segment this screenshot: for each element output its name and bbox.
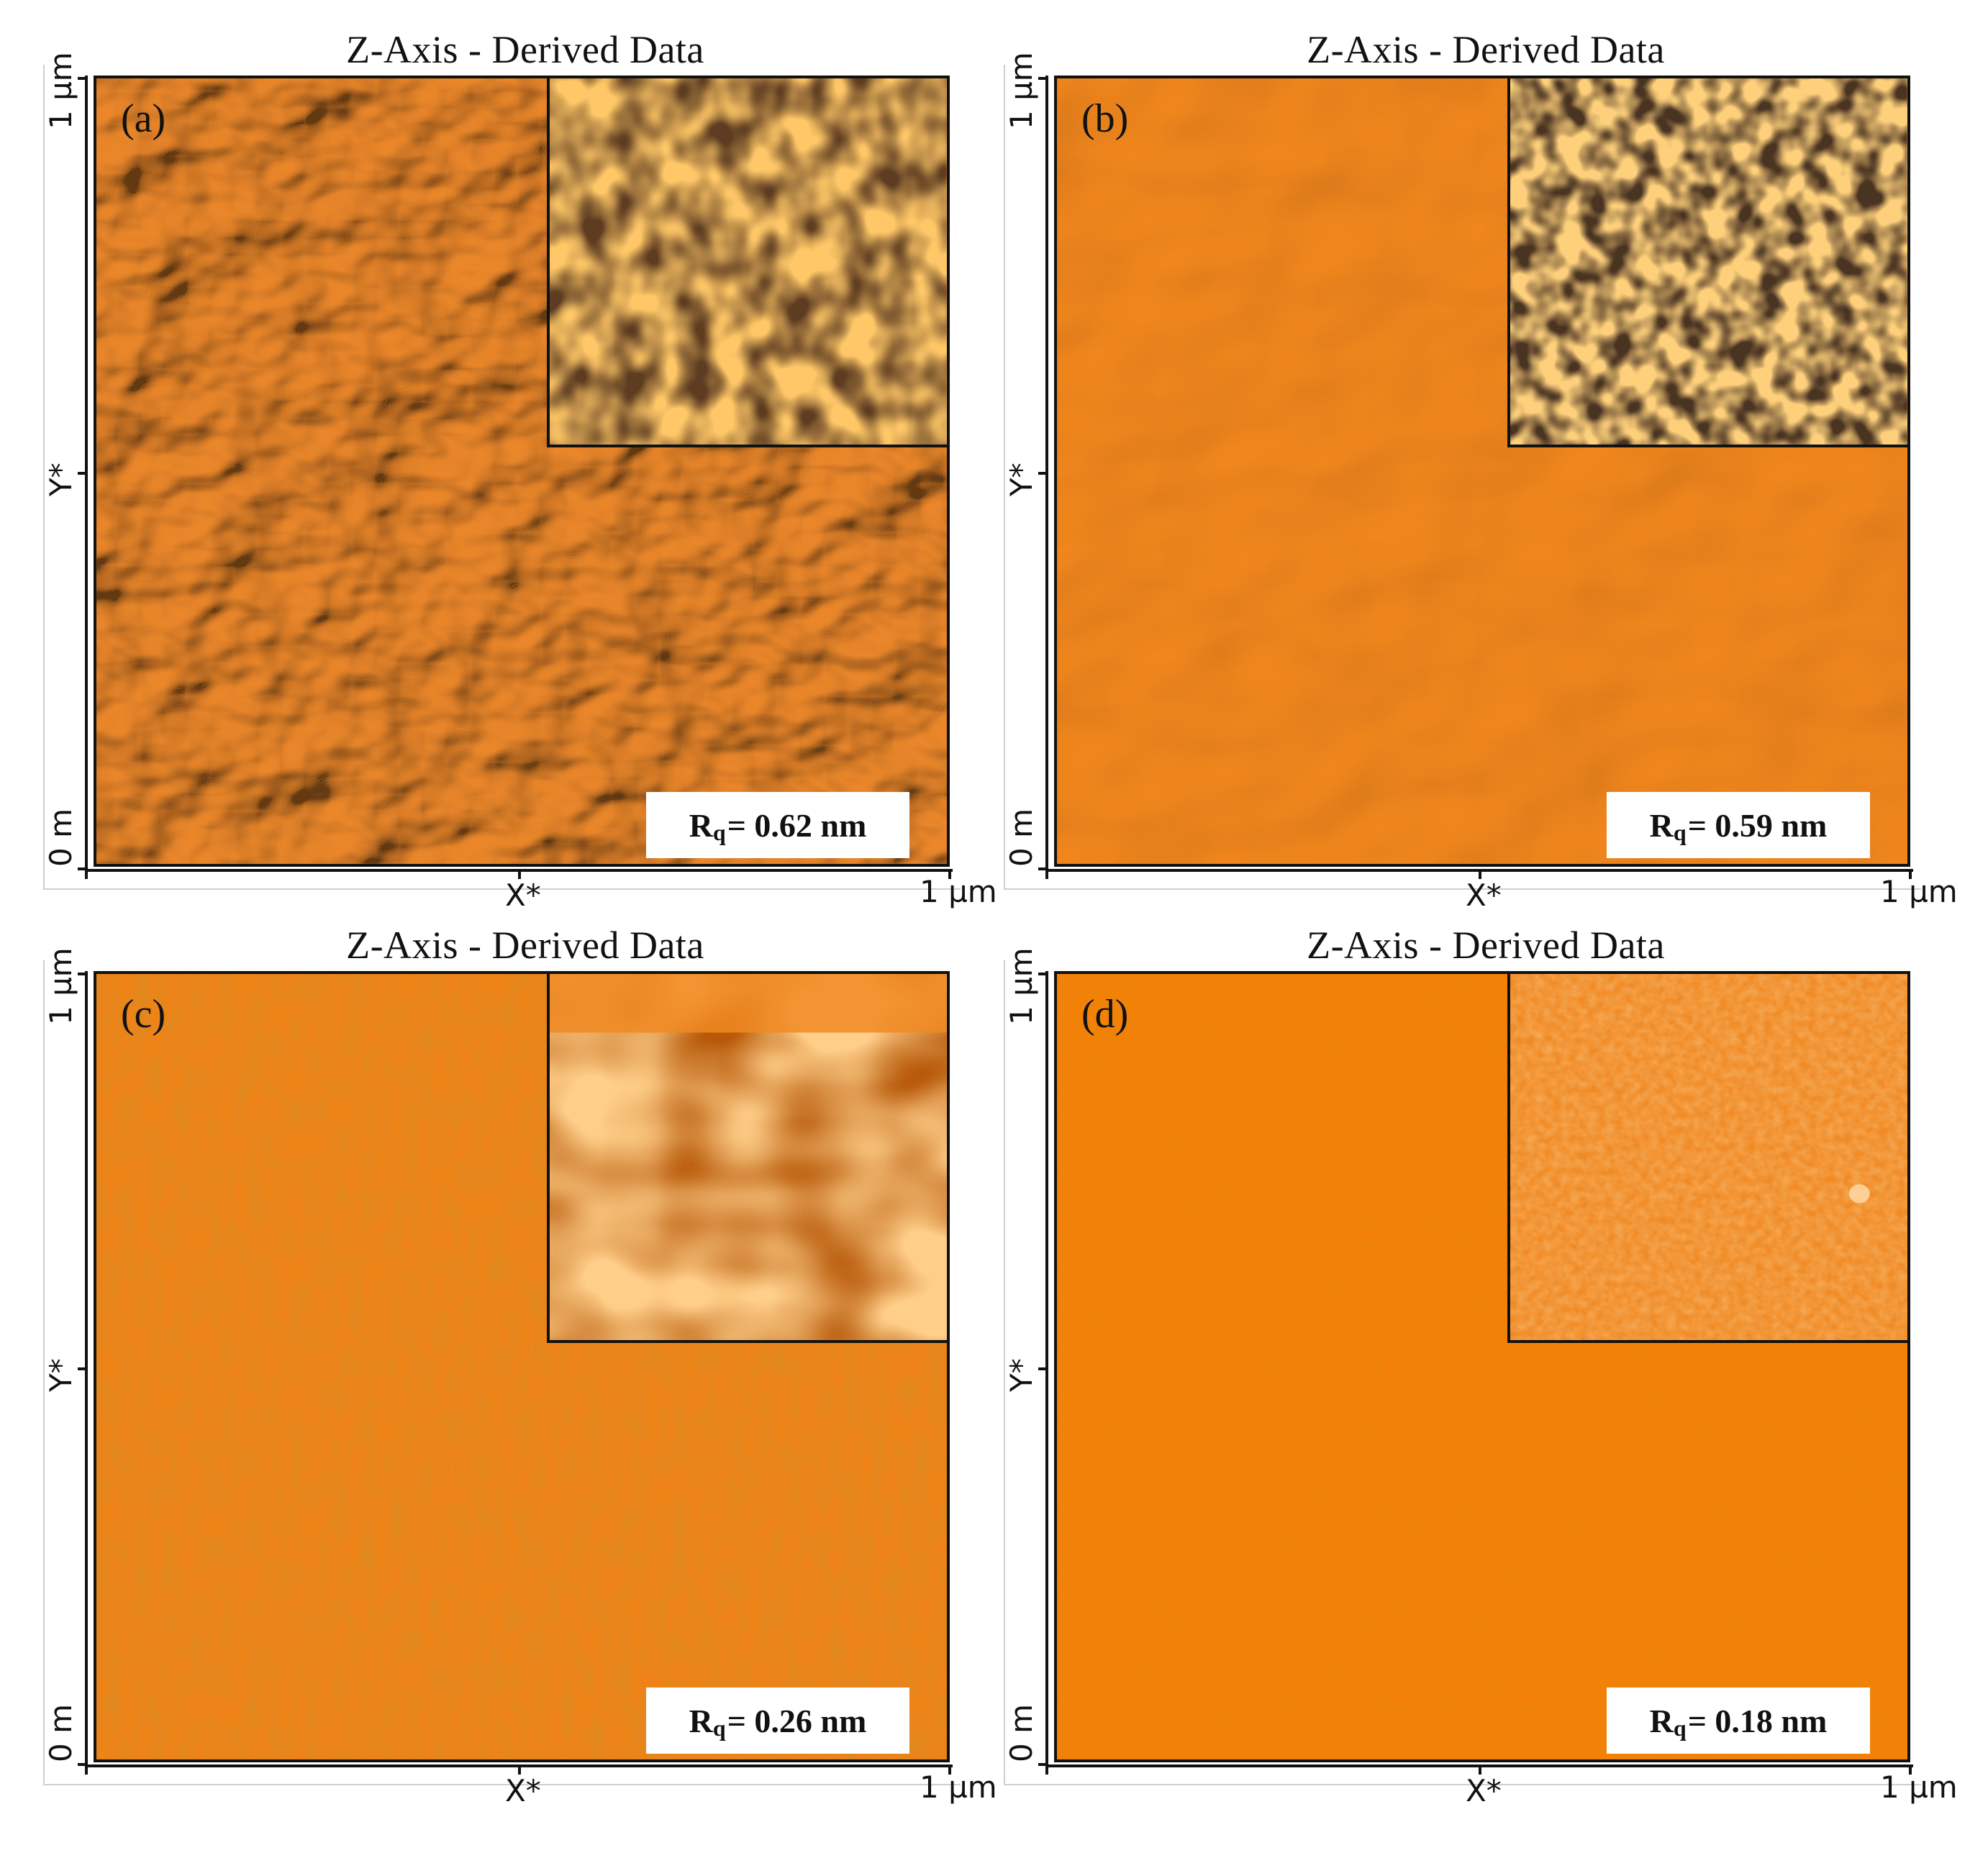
- axis-shadow-line: [43, 65, 45, 890]
- x-axis-right-label: 1 µm: [920, 874, 997, 909]
- axis-shadow-line: [43, 1784, 961, 1785]
- y-tick: [78, 1763, 88, 1766]
- zoom-inset: [547, 974, 947, 1344]
- y-axis-top-label: 1 µm: [43, 52, 78, 129]
- axis-shadow-line: [43, 888, 961, 890]
- y-tick: [1038, 867, 1048, 870]
- y-tick: [1038, 973, 1048, 975]
- y-tick: [1038, 1367, 1048, 1370]
- x-tick: [85, 1764, 88, 1775]
- y-tick: [1038, 472, 1048, 475]
- rq-subscript: q: [1673, 819, 1687, 845]
- y-axis-bottom-label: 0 m: [1004, 1704, 1039, 1762]
- x-axis-right-label: 1 µm: [920, 1770, 997, 1805]
- afm-panel-d: Z-Axis - Derived Data: [1004, 917, 1968, 1816]
- panel-title: Z-Axis - Derived Data: [1307, 924, 1665, 967]
- afm-panel-b: Z-Axis - Derived Data: [1004, 22, 1968, 921]
- x-axis-label: X*: [1466, 1773, 1502, 1808]
- panel-title: Z-Axis - Derived Data: [346, 924, 704, 967]
- y-axis-top-label: 1 µm: [43, 947, 78, 1025]
- zoom-inset: [1507, 78, 1907, 448]
- rq-subscript: q: [1673, 1714, 1687, 1741]
- x-tick: [518, 1764, 521, 1775]
- x-tick: [1045, 1764, 1048, 1775]
- x-tick: [1045, 869, 1048, 879]
- axis-shadow-line: [1004, 888, 1921, 890]
- zoom-inset: [547, 78, 947, 448]
- x-tick: [85, 869, 88, 879]
- y-axis-top-label: 1 µm: [1004, 947, 1039, 1025]
- rq-value: = 0.26 nm: [727, 1702, 867, 1739]
- y-axis-bottom-label: 0 m: [43, 1704, 78, 1762]
- y-axis-label: Y*: [43, 1358, 78, 1392]
- axis-shadow-line: [1004, 65, 1005, 890]
- x-axis-label: X*: [505, 1773, 541, 1808]
- y-tick: [78, 867, 88, 870]
- afm-panel-c: Z-Axis - Derived Data: [43, 917, 1007, 1816]
- panel-label: (a): [121, 96, 166, 141]
- y-tick: [1038, 1763, 1048, 1766]
- zoom-inset: [1507, 974, 1907, 1344]
- x-axis-label: X*: [1466, 878, 1502, 913]
- y-axis-bottom-label: 0 m: [43, 809, 78, 867]
- x-tick: [1909, 1764, 1912, 1775]
- panel-label: (d): [1081, 992, 1129, 1037]
- panel-title: Z-Axis - Derived Data: [346, 28, 704, 71]
- axis-shadow-line: [43, 960, 45, 1785]
- afm-panel-a: Z-Axis - Derived Data: [43, 22, 1007, 921]
- y-tick: [78, 77, 88, 80]
- x-tick: [518, 869, 521, 879]
- x-axis-right-label: 1 µm: [1880, 1770, 1958, 1805]
- x-tick: [1479, 1764, 1481, 1775]
- x-axis-right-label: 1 µm: [1880, 874, 1958, 909]
- rq-value: = 0.59 nm: [1687, 806, 1828, 844]
- y-tick: [1038, 77, 1048, 80]
- x-axis-label: X*: [505, 878, 541, 913]
- rq-subscript: q: [712, 1714, 726, 1741]
- y-axis-label: Y*: [1004, 463, 1039, 496]
- y-tick: [78, 472, 88, 475]
- axis-shadow-line: [1004, 960, 1005, 1785]
- rq-value: = 0.18 nm: [1687, 1702, 1828, 1739]
- y-axis-label: Y*: [43, 463, 78, 496]
- x-tick: [948, 869, 951, 879]
- panel-title: Z-Axis - Derived Data: [1307, 28, 1665, 71]
- axis-shadow-line: [1004, 1784, 1921, 1785]
- y-axis-bottom-label: 0 m: [1004, 809, 1039, 867]
- x-tick: [1909, 869, 1912, 879]
- y-axis-label: Y*: [1004, 1358, 1039, 1392]
- afm-surface-texture: [1057, 78, 1907, 864]
- panel-label: (c): [121, 992, 166, 1037]
- rq-subscript: q: [712, 819, 726, 845]
- x-tick: [1479, 869, 1481, 879]
- y-tick: [78, 973, 88, 975]
- y-axis-top-label: 1 µm: [1004, 52, 1039, 129]
- x-tick: [948, 1764, 951, 1775]
- rq-value: = 0.62 nm: [727, 806, 867, 844]
- y-tick: [78, 1367, 88, 1370]
- panel-label: (b): [1081, 96, 1129, 141]
